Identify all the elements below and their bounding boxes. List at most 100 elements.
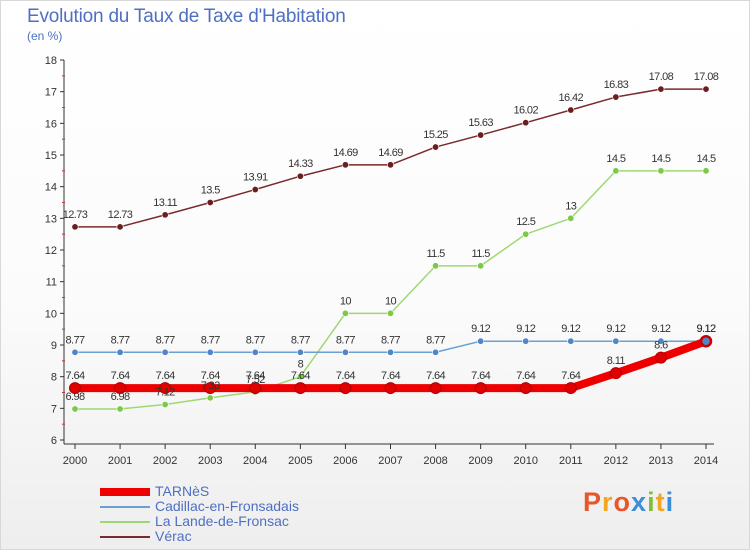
data-label: 7.12 bbox=[156, 387, 175, 399]
data-label: 8.77 bbox=[156, 334, 175, 346]
data-point bbox=[159, 382, 172, 395]
data-label: 10 bbox=[340, 295, 352, 307]
data-label: 14.33 bbox=[288, 158, 313, 170]
data-label: 15.63 bbox=[468, 117, 493, 129]
data-point bbox=[477, 337, 485, 345]
series-layer bbox=[69, 85, 713, 413]
x-tick-label: 2005 bbox=[288, 455, 312, 467]
data-point bbox=[296, 348, 304, 356]
data-point bbox=[477, 262, 485, 270]
data-point bbox=[702, 167, 710, 175]
data-label: 9.12 bbox=[561, 323, 580, 335]
data-label: 13.91 bbox=[243, 172, 268, 184]
legend-item-cadillac: Cadillac-en-Fronsadais bbox=[100, 498, 400, 515]
data-label: 6.98 bbox=[65, 391, 84, 403]
data-label: 8.77 bbox=[111, 334, 130, 346]
data-point bbox=[339, 382, 352, 395]
data-label: 14.5 bbox=[606, 153, 625, 165]
data-point bbox=[432, 262, 440, 270]
data-point bbox=[522, 230, 530, 238]
y-tick-label: 17 bbox=[45, 87, 57, 99]
data-point bbox=[567, 106, 575, 114]
data-label: 9.12 bbox=[696, 323, 715, 335]
x-tick-label: 2014 bbox=[694, 455, 718, 467]
data-point bbox=[206, 348, 214, 356]
data-label: 8.77 bbox=[291, 334, 310, 346]
data-point bbox=[116, 223, 124, 231]
chart-title: Evolution du Taux de Taxe d'Habitation bbox=[27, 6, 346, 27]
data-label: 7.64 bbox=[65, 370, 84, 382]
x-tick-label: 2000 bbox=[63, 455, 87, 467]
data-point bbox=[477, 131, 485, 139]
x-tick-label: 2002 bbox=[153, 455, 177, 467]
data-label: 7.64 bbox=[426, 370, 445, 382]
y-tick-label: 15 bbox=[45, 150, 57, 162]
data-point bbox=[386, 309, 394, 317]
data-label: 7.64 bbox=[336, 370, 355, 382]
data-label: 9.12 bbox=[651, 323, 670, 335]
x-tick-label: 2008 bbox=[423, 455, 447, 467]
data-point bbox=[612, 337, 620, 345]
axes: 6 7 8 9 10 11 12 13 14 15 16 17 18 2000 2001 2002 2003 20… bbox=[45, 55, 718, 467]
data-point bbox=[564, 382, 577, 395]
legend-swatch bbox=[100, 488, 150, 496]
data-label: 7.33 bbox=[201, 380, 220, 392]
legend-label: Vérac bbox=[155, 528, 192, 544]
chart-subtitle: (en %) bbox=[27, 29, 63, 43]
x-tick-label: 2011 bbox=[559, 455, 583, 467]
legend-item-verac: Vérac bbox=[100, 528, 400, 545]
y-tick-label: 18 bbox=[45, 55, 57, 67]
data-point bbox=[296, 373, 304, 381]
data-point bbox=[657, 85, 665, 93]
data-point bbox=[294, 382, 307, 395]
data-label: 8.77 bbox=[201, 334, 220, 346]
y-tick-label: 12 bbox=[45, 245, 57, 257]
x-tick-label: 2009 bbox=[468, 455, 492, 467]
data-point bbox=[249, 382, 262, 395]
data-point bbox=[567, 337, 575, 345]
y-tick-label: 11 bbox=[46, 277, 57, 289]
data-label: 13 bbox=[565, 200, 577, 212]
data-point bbox=[71, 348, 79, 356]
data-label: 9.12 bbox=[606, 323, 625, 335]
data-label: 8.77 bbox=[426, 334, 445, 346]
data-label: 8.77 bbox=[336, 334, 355, 346]
data-point bbox=[114, 382, 127, 395]
data-point bbox=[161, 348, 169, 356]
data-label: 9.12 bbox=[471, 323, 490, 335]
y-tick-label: 6 bbox=[51, 435, 57, 447]
data-point bbox=[69, 382, 81, 395]
data-label: 6.98 bbox=[111, 391, 130, 403]
data-label: 14.5 bbox=[696, 153, 715, 165]
data-label: 16.83 bbox=[604, 79, 629, 91]
data-point bbox=[386, 161, 394, 169]
x-tick-label: 2012 bbox=[604, 455, 628, 467]
data-label: 9.12 bbox=[516, 323, 535, 335]
data-point bbox=[432, 348, 440, 356]
data-point bbox=[161, 401, 169, 409]
data-point bbox=[519, 382, 532, 395]
data-point bbox=[429, 382, 442, 395]
x-tick-label: 2001 bbox=[108, 455, 132, 467]
data-label: 8.77 bbox=[246, 334, 265, 346]
data-label: 7.64 bbox=[516, 370, 535, 382]
legend-label: La Lande-de-Fronsac bbox=[155, 513, 289, 529]
data-point bbox=[206, 394, 214, 402]
data-point bbox=[296, 172, 304, 180]
data-label: 8.6 bbox=[654, 340, 668, 352]
y-tick-label: 10 bbox=[45, 308, 57, 320]
y-tick-label: 16 bbox=[45, 118, 57, 130]
data-point bbox=[71, 405, 79, 413]
data-point bbox=[702, 85, 710, 93]
data-label: 16.02 bbox=[513, 105, 538, 117]
data-label: 7.64 bbox=[201, 370, 220, 382]
data-point bbox=[251, 186, 259, 194]
legend-swatch bbox=[100, 536, 150, 538]
x-tick-label: 2006 bbox=[333, 455, 357, 467]
data-label: 13.5 bbox=[201, 185, 220, 197]
data-point bbox=[522, 119, 530, 127]
data-point bbox=[116, 348, 124, 356]
data-label: 17.08 bbox=[694, 71, 719, 83]
